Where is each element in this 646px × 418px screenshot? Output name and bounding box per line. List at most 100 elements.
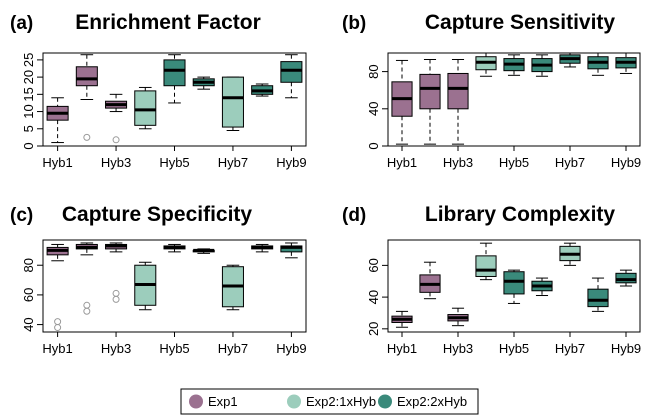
box-hyb6 (531, 54, 553, 77)
x-tick-label: Hyb3 (443, 155, 473, 170)
box-hyb3 (447, 307, 469, 327)
box-hyb5 (163, 243, 186, 253)
box-hyb2 (419, 261, 441, 300)
y-tick-label: 80 (21, 258, 36, 272)
box-hyb6 (192, 76, 215, 90)
iqr-box (615, 272, 637, 284)
iqr-box (475, 255, 497, 277)
panels: Enrichment Factor (a) 0 5 10 15 20 25 Hyb1 Hyb3 Hy… (10, 11, 641, 356)
y-tick-label: 0 (21, 142, 36, 149)
box-hyb3 (447, 59, 469, 145)
legend-swatch-exp1 (189, 394, 203, 409)
outlier-point (112, 295, 120, 303)
box-hyb8 (251, 243, 274, 253)
x-tick-label: Hyb7 (218, 155, 248, 170)
x-tick-label: Hyb5 (499, 341, 529, 356)
box-hyb4 (475, 52, 497, 77)
x-tick-label: Hyb9 (276, 341, 306, 356)
y-tick-label: 40 (21, 317, 36, 331)
x-tick-label: Hyb7 (555, 155, 585, 170)
panel-label: (d) (342, 205, 366, 226)
box-hyb4 (134, 86, 157, 130)
iqr-box (447, 72, 469, 110)
box-hyb1 (46, 97, 69, 144)
box-hyb5 (163, 54, 186, 104)
box-hyb8 (587, 52, 609, 76)
panel-2: Capture Sensitivity (b) 0 40 80 Hyb1 Hyb3 Hyb5 H… (342, 11, 641, 170)
panel-label: (c) (10, 205, 33, 226)
y-tick-label: 15 (21, 87, 36, 101)
panel-title: Capture Sensitivity (425, 11, 616, 34)
box-hyb4 (475, 242, 497, 281)
x-tick-label: Hyb1 (42, 155, 72, 170)
box-hyb6 (531, 277, 553, 297)
iqr-box (134, 90, 157, 126)
box-hyb5 (503, 269, 525, 304)
box-hyb8 (587, 277, 609, 312)
box-hyb5 (503, 54, 525, 76)
panel-title: Capture Specificity (62, 203, 253, 226)
iqr-box (280, 61, 303, 83)
iqr-box (587, 288, 609, 308)
x-tick-label: Hyb7 (218, 341, 248, 356)
outlier-point (83, 307, 91, 315)
panel-title: Library Complexity (425, 203, 616, 226)
panel-label: (b) (342, 13, 366, 34)
y-tick-label: 20 (366, 322, 381, 336)
panel-3: Capture Specificity (c) 40 60 80 Hyb1 Hyb3 Hyb5… (10, 203, 307, 356)
box-hyb9 (280, 242, 303, 259)
panel-1: Enrichment Factor (a) 0 5 10 15 20 25 Hyb1 Hyb3 Hy… (10, 11, 307, 170)
iqr-box (503, 271, 525, 295)
box-hyb2 (419, 59, 441, 145)
x-tick-label: Hyb3 (101, 155, 131, 170)
x-tick-label: Hyb9 (611, 155, 641, 170)
box-hyb2 (75, 242, 98, 315)
x-tick-label: Hyb9 (611, 341, 641, 356)
outlier-point (83, 301, 91, 309)
iqr-box (419, 73, 441, 110)
box-hyb2 (75, 54, 98, 141)
box-hyb1 (391, 59, 413, 145)
box-hyb7 (559, 52, 581, 68)
x-tick-label: Hyb7 (555, 341, 585, 356)
legend-label-exp1: Exp1 (208, 394, 238, 409)
iqr-box (75, 66, 98, 87)
outlier-point (54, 324, 62, 332)
y-tick-label: 80 (366, 64, 381, 78)
outlier-point (83, 133, 91, 141)
outlier-point (54, 318, 62, 326)
y-tick-label: 60 (21, 288, 36, 302)
x-tick-label: Hyb3 (101, 341, 131, 356)
plot-frame (42, 239, 307, 333)
x-tick-label: Hyb5 (159, 155, 189, 170)
legend-swatch-exp2-2xhyb (378, 394, 392, 409)
x-tick-label: Hyb1 (387, 341, 417, 356)
panel-4: Library Complexity (d) 20 40 60 Hyb1 Hyb3 Hyb5 H… (342, 203, 641, 356)
box-hyb8 (251, 83, 274, 97)
x-tick-label: Hyb5 (499, 155, 529, 170)
box-hyb1 (46, 243, 69, 332)
legend-label-exp2-2xhyb: Exp2:2xHyb (397, 394, 467, 409)
box-hyb3 (105, 93, 128, 144)
box-hyb6 (192, 248, 215, 254)
legend-label-exp2-1xhyb: Exp2:1xHyb (306, 394, 376, 409)
legend-swatch-exp2-1xhyb (287, 394, 301, 409)
y-tick-label: 20 (21, 70, 36, 84)
y-tick-label: 40 (366, 102, 381, 116)
y-tick-label: 25 (21, 53, 36, 67)
iqr-box (163, 59, 186, 87)
x-tick-label: Hyb9 (276, 155, 306, 170)
x-tick-label: Hyb1 (387, 155, 417, 170)
outlier-point (112, 136, 120, 144)
box-hyb7 (559, 242, 581, 266)
y-tick-label: 5 (21, 125, 36, 132)
y-tick-label: 60 (366, 258, 381, 272)
box-hyb3 (105, 242, 128, 303)
x-tick-label: Hyb1 (42, 341, 72, 356)
box-hyb7 (221, 76, 244, 131)
x-tick-label: Hyb3 (443, 341, 473, 356)
outlier-point (112, 289, 120, 297)
box-hyb4 (134, 261, 157, 311)
box-hyb9 (280, 54, 303, 99)
